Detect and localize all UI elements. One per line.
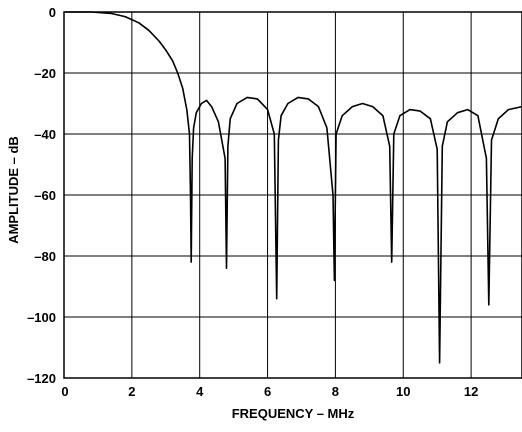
y-tick-label: 0 [49, 5, 56, 20]
y-tick-label: –20 [34, 66, 56, 81]
y-tick-label: –100 [27, 310, 56, 325]
y-tick-label: –40 [34, 127, 56, 142]
x-tick-label: 4 [196, 384, 204, 399]
x-tick-label: 10 [396, 384, 410, 399]
x-tick-label: 8 [332, 384, 339, 399]
x-tick-label: 12 [464, 384, 478, 399]
grid [64, 12, 522, 378]
series-layer [64, 11, 522, 364]
x-tick-label: 2 [128, 384, 135, 399]
x-tick-labels: 0 2 4 6 8 10 12 [61, 384, 478, 399]
response-curve [64, 11, 522, 364]
x-tick-label: 6 [264, 384, 271, 399]
y-tick-label: –80 [34, 249, 56, 264]
x-tick-label: 0 [61, 384, 68, 399]
x-axis-title: FREQUENCY – MHz [232, 406, 355, 421]
y-tick-labels: 0 –20 –40 –60 –80 –100 –120 [27, 5, 56, 386]
y-tick-label: –60 [34, 188, 56, 203]
y-axis-title: AMPLITUDE – dB [6, 136, 21, 244]
plot-frame [63, 11, 522, 379]
y-tick-label: –120 [27, 371, 56, 386]
